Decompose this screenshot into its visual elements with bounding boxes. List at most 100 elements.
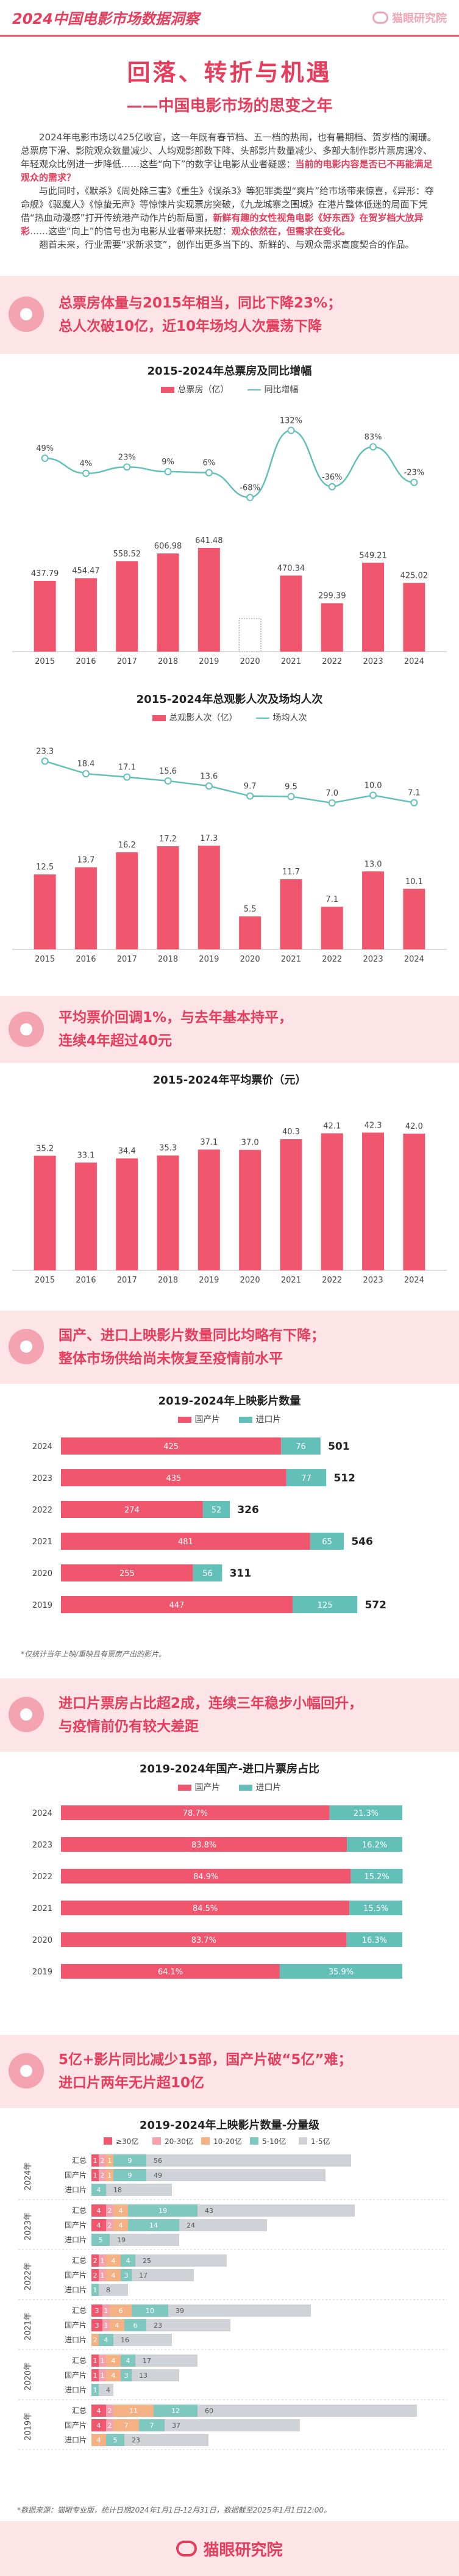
bar-value-label: 125 [318,1601,333,1610]
per-screening-label: 9.5 [285,783,297,792]
tier-segment [113,2334,172,2346]
tier-value-label: 8 [106,2286,110,2294]
tier-value-label: 39 [176,2307,184,2315]
bar-domestic [61,1533,310,1550]
section-title: 与疫情前仍有较大差距 [59,1719,199,1735]
bar-value-label: 37.0 [241,1139,259,1148]
tier-value-label: 1 [93,2157,98,2165]
growth-point [287,426,295,434]
row-label: 进口片 [65,2436,87,2444]
intro-paragraph-2: 与此同时，《默杀》《周处除三害》《重生》《误杀3》等犯罪类型“爽片”给市场带来惊… [21,185,434,237]
x-tick-label: 2015 [35,657,55,666]
x-tick-label: 2018 [158,657,178,666]
admissions-chart: 12.5 2015 13.7 2016 16.2 2017 17.2 2018 17.3 2019… [12,747,447,964]
section-title: 国产、进口上映影片数量同比均略有下降； [59,1328,325,1344]
legend-item: 总观影人次（亿） [152,711,238,724]
tier-value-label: 43 [205,2207,213,2215]
bar [34,874,56,949]
source-note: *数据来源：猫眼专业版，统计日期2024年1月1日-12月31日，数据截至202… [17,2506,332,2514]
tier-value-label: 19 [158,2207,167,2215]
y-tick-label: 2021 [32,1538,52,1547]
x-tick-label: 2024 [404,955,424,964]
tier-value-label: 1 [104,2322,109,2330]
tier-value-label: 56 [154,2157,162,2165]
section-title: 总人次破10亿，近10年场均人次震荡下降 [59,318,322,334]
tier-segment [113,2169,146,2181]
bar-value-label: 481 [178,1538,193,1547]
year-group-label: 2019年 [24,2412,33,2441]
per-screening-label: 13.6 [200,772,218,781]
tier-segment [146,2154,351,2167]
tier-segment [121,2369,132,2381]
tier-value-label: 4 [119,2207,123,2215]
tier-segment [91,2384,99,2396]
bar-value-label: 274 [124,1506,140,1515]
bar [157,846,179,949]
tier-segment [99,2369,106,2381]
tier-segment [113,2204,128,2217]
tier-segment [91,2184,106,2196]
bar-import [193,1564,222,1581]
row-label: 进口片 [65,2386,87,2394]
tier-segment [106,2254,121,2267]
bar-value-label: 83.7% [191,1936,216,1945]
bar [403,888,425,949]
tier-segment [124,2319,146,2331]
chart-legend: 总观影人次（亿） 场均人次 [0,711,459,724]
bar [239,916,262,949]
bar-value-label: 35.3 [159,1144,177,1153]
bar [116,852,138,949]
growth-label: 23% [118,453,136,462]
bar-value-label: 37.1 [200,1138,218,1147]
bar [34,580,56,652]
bar-domestic [61,1469,286,1486]
per-screening-label: 17.1 [118,763,136,772]
bar-import [310,1533,344,1550]
total-label: 546 [351,1536,373,1548]
section-title: 平均票价回调1%，与去年基本持平， [59,1010,293,1026]
legend-item: 国产片 [177,1781,221,1793]
growth-label: 83% [365,433,382,442]
per-screening-label: 23.3 [36,747,54,757]
tier-value-label: 1 [101,2272,105,2279]
bar-import [350,1869,403,1883]
row-label: 汇总 [72,2256,87,2265]
bar [197,846,220,949]
bar-value-label: 42.1 [323,1121,341,1131]
tier-value-label: 14 [149,2222,158,2229]
tier-segment [121,2355,135,2367]
bar-value-label: 17.2 [159,835,177,844]
tier-segment [91,2304,102,2317]
footer-brand: 猫眼研究院 [203,2541,283,2560]
film-reel-icon [9,1012,44,1047]
tier-value-label: 6 [133,2322,138,2330]
bar [34,1156,56,1270]
growth-point [41,455,49,462]
bar [403,1134,425,1270]
tier-segment [91,2369,99,2381]
row-label: 进口片 [65,2286,87,2294]
bar-value-label: 11.7 [282,868,300,877]
bar [362,1132,385,1270]
tier-value-label: 1 [108,2171,112,2179]
tier-segment [99,2334,113,2346]
tier-value-label: 3 [124,2272,129,2279]
x-tick-label: 2017 [117,955,137,964]
row-label: 汇总 [72,2156,87,2165]
tier-value-label: 2 [101,2171,105,2179]
bar-value-label: 64.1% [158,1968,183,1977]
tier-value-label: 4 [112,2357,116,2365]
tier-value-label: 4 [119,2222,123,2229]
bar [197,548,220,652]
tier-segment [91,2405,106,2417]
growth-label: 6% [203,459,216,468]
per-screening-point [123,773,131,781]
tier-segment [106,2369,121,2381]
bar-value-label: 76 [296,1442,306,1452]
section-banner-1: 总票房体量与2015年相当，同比下降23%； 总人次破10亿，近10年场均人次震荡… [0,276,459,354]
bar-value-label: 15.5% [363,1904,388,1913]
x-tick-label: 2023 [363,955,383,964]
x-tick-label: 2023 [363,657,383,666]
tier-value-label: 1 [93,2171,98,2179]
